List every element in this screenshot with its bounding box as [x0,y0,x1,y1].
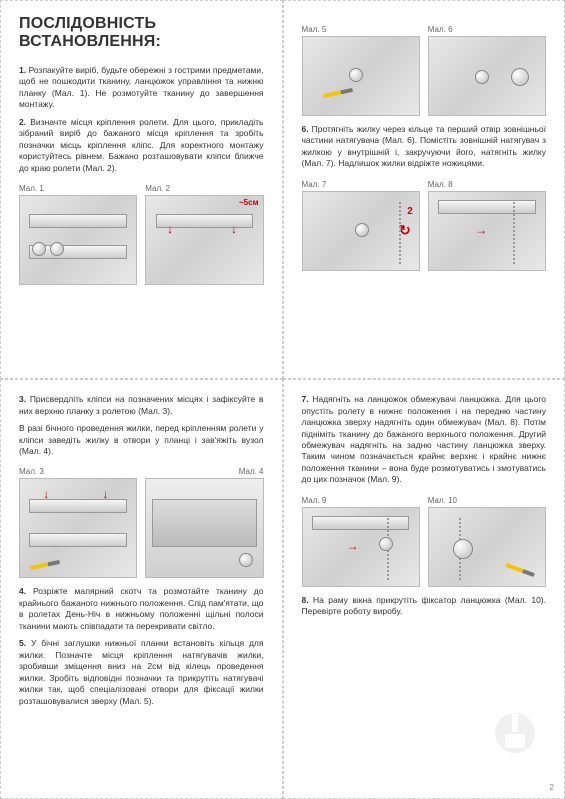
figure-8-box: → [428,191,546,271]
step-6: 6. Протягніть жилку через кільце та перш… [302,124,547,170]
figure-7-label: Мал. 7 [302,180,420,189]
step-2-text: Визначте місця кріплення ролети. Для цьо… [19,117,264,173]
figure-3-label: Мал. 3 [19,467,137,476]
figure-5-label: Мал. 5 [302,25,420,34]
watermark-icon [490,708,540,758]
quadrant-bottom-left: 3. Присвердліть кліпси на позначених міс… [0,379,283,799]
step-8-text: На раму вікна прикрутіть фіксатор ланцюж… [302,595,547,616]
fig-row-5-6: Мал. 5 Мал. 6 [302,25,547,116]
step-3b: В разі бічного проведення жилки, перед к… [19,423,264,457]
step-5: 5. У бічні заглушки нижньої планки встан… [19,638,264,707]
step-1: 1. Розпакуйте виріб, будьте обережні з г… [19,65,264,111]
step-3-num: 3. [19,394,26,404]
figure-3: Мал. 3 ↓ ↓ [19,467,137,578]
figure-7-box: ↻ 2 [302,191,420,271]
figure-8-label: Мал. 8 [428,180,546,189]
step-5-text: У бічні заглушки нижньої планки встанові… [19,638,264,705]
figure-3-box: ↓ ↓ [19,478,137,578]
quadrant-top-right: Мал. 5 Мал. 6 6. Протягніть жилку через … [283,0,565,379]
figure-1-label: Мал. 1 [19,184,137,193]
step-6-num: 6. [302,124,309,134]
figure-5: Мал. 5 [302,25,420,116]
figure-6-box [428,36,546,116]
fig-row-7-8: Мал. 7 ↻ 2 Мал. 8 → [302,180,547,271]
figure-2: Мал. 2 ~5см ↓ ↓ [145,184,263,285]
figure-4: Мал. 4 [145,467,263,578]
figure-2-dim: ~5см [239,198,259,207]
figure-9: Мал. 9 → [302,496,420,587]
figure-6: Мал. 6 [428,25,546,116]
step-3-text: Присвердліть кліпси на позначених місцях… [19,394,264,415]
step-6-text: Протягніть жилку через кільце та перший … [302,124,547,168]
step-7: 7. Надягніть на ланцюжок обмежувачі ланц… [302,394,547,486]
figure-4-box [145,478,263,578]
figure-9-box: → [302,507,420,587]
figure-2-box: ~5см ↓ ↓ [145,195,263,285]
figure-7: Мал. 7 ↻ 2 [302,180,420,271]
figure-10-box [428,507,546,587]
fig-row-9-10: Мал. 9 → Мал. 10 [302,496,547,587]
figure-1-box [19,195,137,285]
figure-9-label: Мал. 9 [302,496,420,505]
figure-6-label: Мал. 6 [428,25,546,34]
figure-8: Мал. 8 → [428,180,546,271]
page-number: 2 [550,783,554,792]
fig-row-3-4: Мал. 3 ↓ ↓ Мал. 4 [19,467,264,578]
step-2: 2. Визначте місця кріплення ролети. Для … [19,117,264,174]
step-8: 8. На раму вікна прикрутіть фіксатор лан… [302,595,547,618]
quadrant-bottom-right: 7. Надягніть на ланцюжок обмежувачі ланц… [283,379,565,799]
figure-5-box [302,36,420,116]
quadrant-top-left: ПОСЛІДОВНІСТЬ ВСТАНОВЛЕННЯ: 1. Розпакуйт… [0,0,283,379]
page-title: ПОСЛІДОВНІСТЬ ВСТАНОВЛЕННЯ: [19,15,264,51]
step-1-text: Розпакуйте виріб, будьте обережні з гост… [19,65,264,109]
figure-2-label: Мал. 2 [145,184,263,193]
step-8-num: 8. [302,595,309,605]
step-1-num: 1. [19,65,26,75]
step-4-text: Розріжте малярний скотч та розмотайте тк… [19,586,264,630]
figure-4-label: Мал. 4 [145,467,263,476]
step-2-num: 2. [19,117,26,127]
figure-7-mark: 2 [407,206,413,217]
step-3: 3. Присвердліть кліпси на позначених міс… [19,394,264,417]
step-4-num: 4. [19,586,26,596]
figure-1: Мал. 1 [19,184,137,285]
fig-row-1-2: Мал. 1 Мал. 2 ~5см ↓ ↓ [19,184,264,285]
step-5-num: 5. [19,638,26,648]
step-7-text: Надягніть на ланцюжок обмежувачі ланцюжк… [302,394,547,484]
step-4: 4. Розріжте малярний скотч та розмотайте… [19,586,264,632]
step-7-num: 7. [302,394,309,404]
figure-10: Мал. 10 [428,496,546,587]
figure-10-label: Мал. 10 [428,496,546,505]
